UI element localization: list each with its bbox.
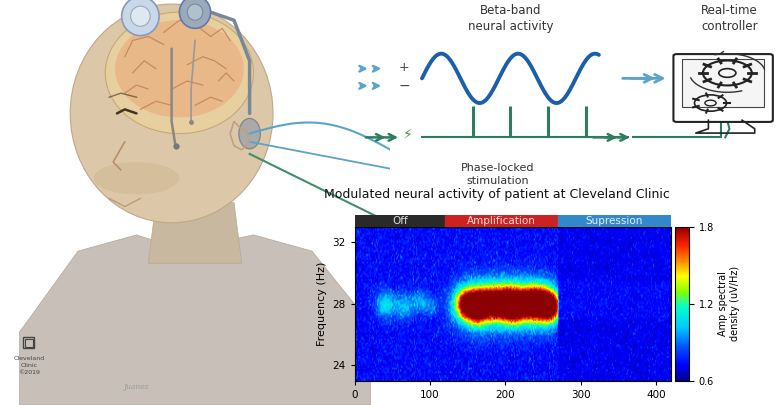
Text: Juanez: Juanez — [123, 383, 150, 391]
Ellipse shape — [105, 12, 254, 134]
Text: Phase-locked
stimulation: Phase-locked stimulation — [461, 163, 534, 185]
Text: Amplification: Amplification — [467, 216, 536, 226]
Circle shape — [131, 6, 150, 26]
Text: −: − — [399, 79, 410, 93]
Text: ⚡: ⚡ — [402, 128, 412, 142]
Circle shape — [179, 0, 211, 28]
Ellipse shape — [115, 20, 243, 117]
FancyBboxPatch shape — [673, 54, 773, 122]
Circle shape — [122, 0, 159, 36]
Ellipse shape — [70, 4, 273, 223]
Text: +: + — [399, 61, 410, 74]
Text: Supression: Supression — [586, 216, 643, 226]
Text: Beta-band
neural activity: Beta-band neural activity — [468, 4, 553, 33]
Ellipse shape — [239, 118, 261, 149]
Polygon shape — [148, 202, 242, 263]
Text: Modulated neural activity of patient at Cleveland Clinic: Modulated neural activity of patient at … — [324, 188, 670, 201]
Text: Real-time
controller: Real-time controller — [701, 4, 758, 33]
Polygon shape — [20, 235, 370, 405]
Bar — [558, 215, 671, 227]
Ellipse shape — [94, 162, 179, 194]
Text: Cleveland
Clinic
©2019: Cleveland Clinic ©2019 — [13, 356, 44, 375]
Y-axis label: Amp spectral
density (uV/Hz): Amp spectral density (uV/Hz) — [718, 266, 739, 341]
Circle shape — [187, 4, 203, 20]
FancyBboxPatch shape — [682, 59, 764, 107]
Bar — [445, 215, 558, 227]
Y-axis label: Frequency (Hz): Frequency (Hz) — [317, 262, 327, 346]
Text: Off: Off — [392, 216, 408, 226]
Bar — [355, 215, 445, 227]
